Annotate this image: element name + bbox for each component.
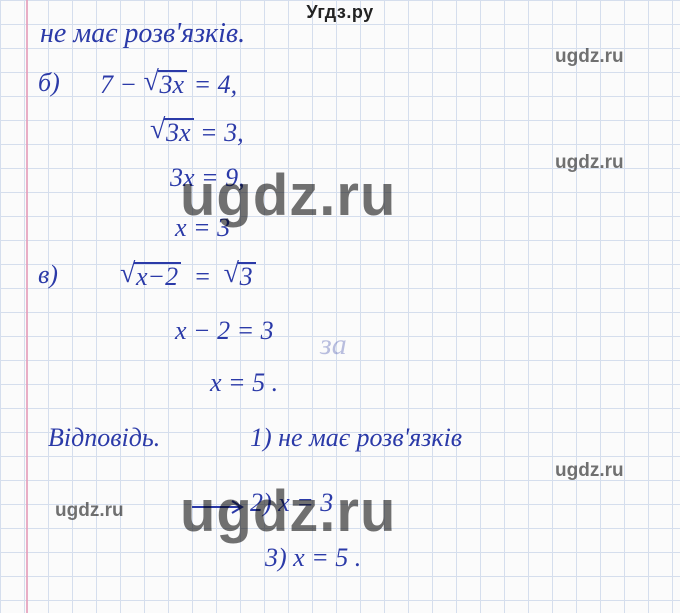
sqrt-icon: 3x: [150, 118, 194, 146]
sqrt-icon: 3: [224, 262, 256, 290]
eq-v-2: x − 2 = 3: [175, 318, 274, 344]
eq-v-1: x−2 = 3: [120, 262, 256, 290]
eq-b-1: 7 − 3x = 4,: [100, 70, 237, 98]
answers-label: Відповідь.: [48, 425, 160, 451]
eq-b-2-rad: 3x: [164, 118, 194, 146]
label-b: б): [38, 70, 60, 96]
notebook-page: Угдз.ру не має розв'язків. б) 7 − 3x = 4…: [0, 0, 680, 613]
watermark-small-1: ugdz.ru: [555, 46, 624, 68]
sqrt-icon: 3x: [144, 70, 188, 98]
label-v: в): [38, 262, 58, 288]
text-no-solutions-top: не має розв'язків.: [40, 20, 245, 48]
eq-v-1-rad1: x−2: [134, 262, 181, 290]
eq-b-1-pre: 7 −: [100, 70, 137, 99]
watermark-small-4: ugdz.ru: [555, 460, 624, 482]
watermark-small-3: ugdz.ru: [55, 500, 124, 522]
eq-v-1-mid: =: [188, 262, 218, 291]
eq-b-1-rad: 3x: [158, 70, 188, 98]
watermark-large-1: ugdz.ru: [180, 162, 396, 229]
eq-b-2: 3x = 3,: [150, 118, 244, 146]
margin-line: [26, 0, 28, 613]
eq-v-1-rad2: 3: [238, 262, 256, 290]
sqrt-icon: x−2: [120, 262, 181, 290]
eq-b-2-post: = 3,: [200, 118, 244, 147]
faint-scribble: за: [320, 330, 347, 360]
answer-1: 1) не має розв'язків: [250, 425, 462, 451]
answer-3: 3) x = 5 .: [265, 545, 361, 571]
eq-v-3: x = 5 .: [210, 370, 278, 396]
eq-b-1-post: = 4,: [194, 70, 238, 99]
watermark-small-2: ugdz.ru: [555, 152, 624, 174]
watermark-large-2: ugdz.ru: [180, 478, 396, 545]
